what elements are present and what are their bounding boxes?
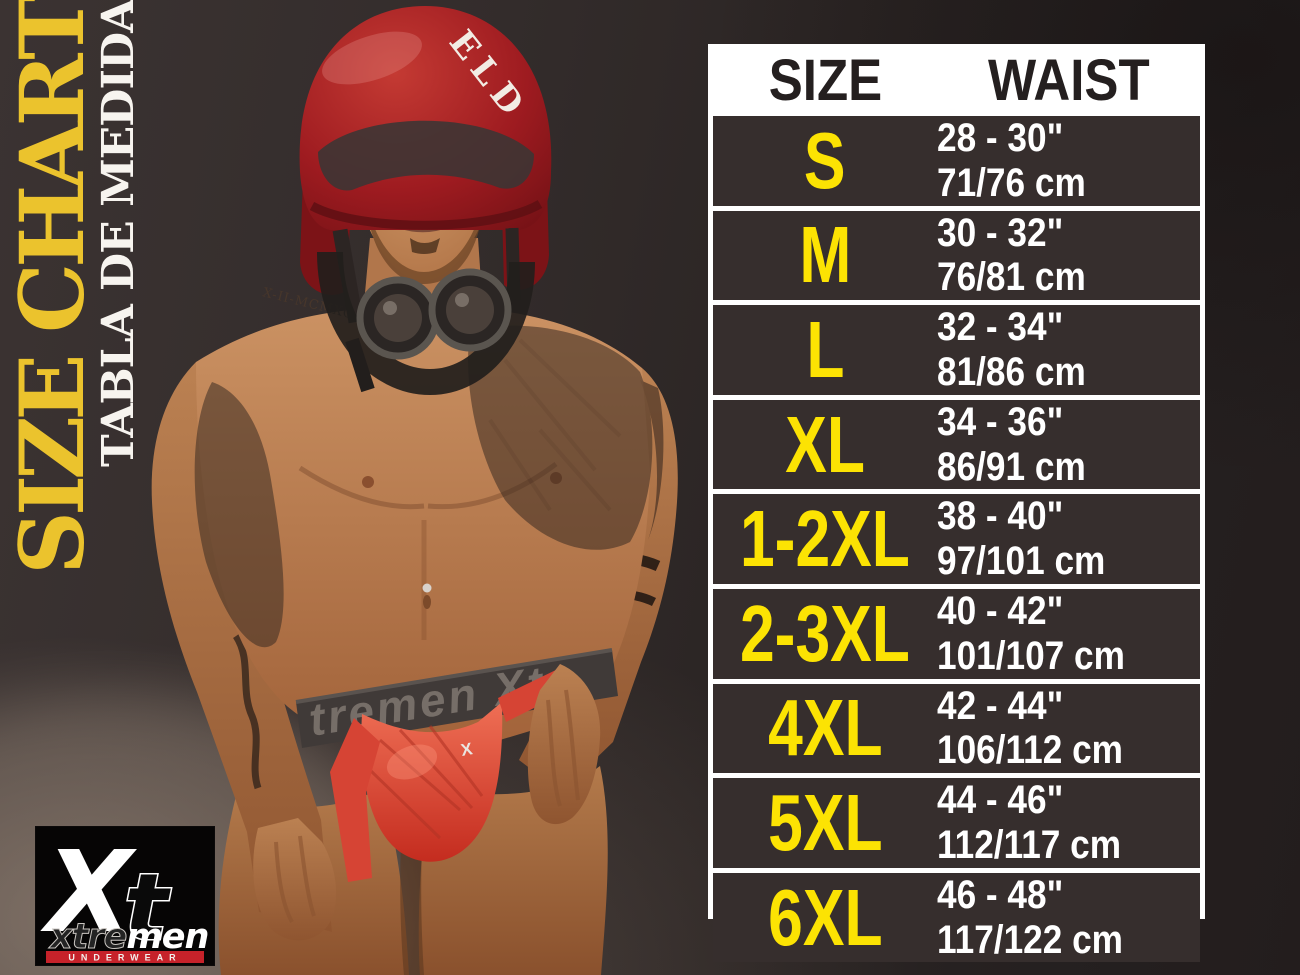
- size-cell: M: [713, 215, 937, 295]
- waist-cm: 71/76 cm: [937, 160, 1086, 205]
- hands: [253, 664, 601, 941]
- brand-logo: X t xtremen UNDERWEAR: [36, 827, 214, 965]
- waist-cm: 76/81 cm: [937, 255, 1086, 300]
- waist-inches: 30 - 32": [937, 210, 1064, 255]
- size-label: S: [804, 115, 846, 205]
- table-header: SIZE WAIST: [713, 47, 1200, 114]
- brand-logo-art: X t xtremen UNDERWEAR: [36, 827, 214, 965]
- waist-cm: 117/122 cm: [937, 917, 1123, 962]
- waist-inches: 28 - 30": [937, 116, 1064, 160]
- logo-underwear-text: UNDERWEAR: [68, 953, 181, 963]
- table-row: 5XL 44 - 46" 112/117 cm: [713, 778, 1200, 868]
- header-size-label: SIZE: [768, 47, 882, 113]
- waist-inches: 46 - 48": [937, 872, 1064, 917]
- waist-cell: 40 - 42" 101/107 cm: [937, 589, 1200, 679]
- table-row: 4XL 42 - 44" 106/112 cm: [713, 683, 1200, 774]
- waist-inches: 42 - 44": [937, 683, 1064, 728]
- size-cell: 6XL: [713, 872, 937, 962]
- page-subtitle: TABLA DE MEDIDAS: [93, 0, 144, 467]
- header-size-cell: SIZE: [713, 47, 937, 114]
- waist-cell: 28 - 30" 71/76 cm: [937, 116, 1200, 206]
- size-label: 1-2XL: [740, 494, 910, 584]
- waist-cm: 106/112 cm: [937, 728, 1123, 773]
- waist-cell: 30 - 32" 76/81 cm: [937, 211, 1200, 301]
- logo-red-bar: [46, 951, 204, 963]
- table-row: XL 34 - 36" 86/91 cm: [713, 399, 1200, 490]
- size-cell: 4XL: [713, 688, 937, 768]
- size-label: M: [799, 210, 851, 300]
- header-waist-cell: WAIST: [937, 47, 1200, 114]
- size-label: 6XL: [767, 872, 883, 962]
- table-row: 6XL 46 - 48" 117/122 cm: [713, 872, 1200, 963]
- waist-cm: 81/86 cm: [937, 349, 1086, 394]
- helmet: ELD: [299, 6, 552, 324]
- size-cell: L: [713, 304, 937, 394]
- waist-cell: 38 - 40" 97/101 cm: [937, 494, 1200, 584]
- waist-cm: 86/91 cm: [937, 444, 1086, 489]
- waist-cm: 97/101 cm: [937, 539, 1106, 584]
- size-cell: S: [713, 115, 937, 205]
- waist-cell: 42 - 44" 106/112 cm: [937, 684, 1200, 774]
- waist-inches: 44 - 46": [937, 778, 1064, 823]
- waist-cell: 34 - 36" 86/91 cm: [937, 400, 1200, 490]
- waistband-tab: X: [459, 739, 474, 760]
- goggles: [317, 251, 535, 396]
- waist-inches: 40 - 42": [937, 588, 1064, 633]
- waist-inches: 32 - 34": [937, 305, 1064, 350]
- logo-word-outline: xtre: [48, 917, 127, 957]
- model-figure: X-II-MCMXC: [151, 6, 678, 975]
- page-title: SIZE CHART: [0, 0, 104, 575]
- size-table: SIZE WAIST S 28 - 30" 71/76 cm M 30 - 32…: [708, 44, 1205, 963]
- size-cell: 5XL: [713, 777, 937, 867]
- pouch: [361, 702, 503, 862]
- size-label: 5XL: [767, 777, 883, 867]
- logo-big-x: X: [40, 828, 137, 958]
- size-label: L: [805, 304, 845, 394]
- table-row: 1-2XL 38 - 40" 97/101 cm: [713, 494, 1200, 584]
- table-row: S 28 - 30" 71/76 cm: [713, 116, 1200, 206]
- table-row: 2-3XL 40 - 42" 101/107 cm: [713, 588, 1200, 679]
- size-label: 2-3XL: [740, 588, 910, 678]
- logo-small-t: t: [124, 854, 171, 961]
- size-label: 4XL: [767, 683, 883, 773]
- logo-word-solid: men: [126, 917, 208, 957]
- size-cell: XL: [713, 399, 937, 489]
- model-photo: X-II-MCMXC: [0, 6, 678, 975]
- size-cell: 2-3XL: [713, 588, 937, 678]
- waist-cell: 44 - 46" 112/117 cm: [937, 778, 1200, 868]
- tattoos: [194, 325, 664, 648]
- table-row: L 32 - 34" 81/86 cm: [713, 305, 1200, 395]
- svg-text:xtremen: xtremen: [48, 917, 208, 957]
- strap-left: [330, 718, 380, 882]
- waist-cm: 112/117 cm: [937, 822, 1122, 867]
- size-label: XL: [785, 399, 865, 489]
- size-cell: 1-2XL: [713, 499, 937, 579]
- waist-inches: 34 - 36": [937, 399, 1064, 444]
- waist-cell: 46 - 48" 117/122 cm: [937, 873, 1200, 963]
- waist-inches: 38 - 40": [937, 494, 1064, 539]
- table-row: M 30 - 32" 76/81 cm: [713, 210, 1200, 301]
- waist-cell: 32 - 34" 81/86 cm: [937, 305, 1200, 395]
- waist-cm: 101/107 cm: [937, 633, 1125, 678]
- header-waist-label: WAIST: [987, 47, 1150, 113]
